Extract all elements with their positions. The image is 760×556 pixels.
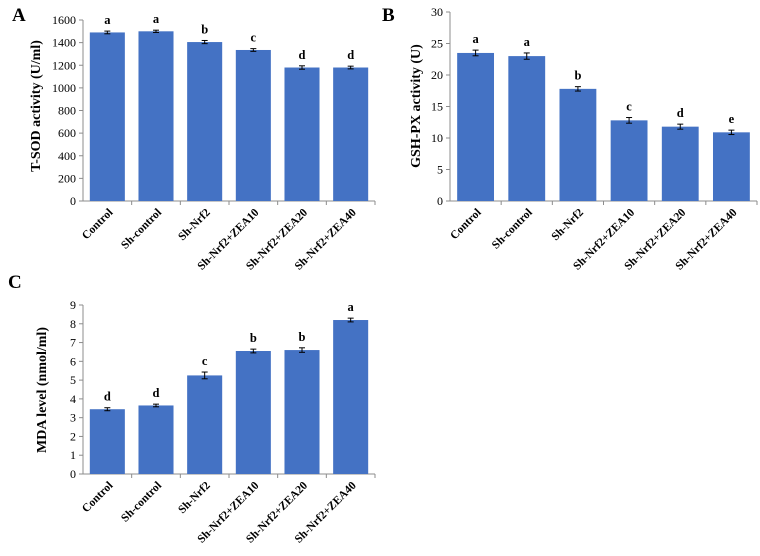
- x-tick-label-c-1: Sh-control: [119, 480, 164, 525]
- bar-c-5: [333, 320, 369, 474]
- y-tick-label-b-3: 15: [431, 100, 443, 114]
- bar-b-0: [457, 52, 495, 202]
- panel-letter-a: A: [12, 5, 26, 26]
- y-tick-label-c-5: 5: [70, 373, 76, 387]
- x-tick-label-b-1: Sh-control: [490, 207, 535, 252]
- bar-b-4: [661, 126, 699, 201]
- significance-label-c-5: a: [348, 300, 355, 314]
- y-tick-label-c-6: 6: [70, 354, 76, 368]
- bar-c-4: [284, 350, 320, 474]
- y-tick-label-c-9: 9: [70, 298, 76, 312]
- y-tick-label-c-2: 2: [70, 429, 76, 443]
- y-tick-label-a-2: 400: [58, 149, 76, 163]
- significance-label-c-4: b: [299, 330, 306, 344]
- significance-label-b-1: a: [524, 35, 531, 49]
- y-tick-label-c-1: 1: [70, 448, 76, 462]
- bar-a-0: [89, 32, 125, 201]
- bar-a-2: [187, 42, 223, 202]
- y-tick-label-c-4: 4: [70, 392, 76, 406]
- y-tick-label-a-8: 1600: [52, 13, 76, 27]
- panel-b-chart: B GSH-PX activity (U) 0 5 10 15 20 25 30 a Contr…: [382, 5, 758, 273]
- significance-label-c-3: b: [250, 331, 257, 345]
- significance-label-c-2: c: [202, 354, 208, 368]
- significance-label-a-2: b: [201, 22, 208, 36]
- bar-a-4: [284, 67, 320, 201]
- significance-label-b-5: e: [729, 112, 735, 126]
- significance-label-a-0: a: [104, 13, 111, 27]
- bar-a-1: [138, 31, 174, 201]
- y-axis-title-a: T-SOD activity (U/ml): [29, 40, 44, 172]
- significance-label-b-0: a: [472, 32, 479, 46]
- significance-label-a-5: d: [347, 48, 354, 62]
- significance-label-b-3: c: [626, 100, 632, 114]
- y-tick-label-c-3: 3: [70, 411, 76, 425]
- y-axis-title-b: GSH-PX activity (U): [409, 44, 424, 168]
- x-tick-label-b-2: Sh-Nrf2: [550, 206, 587, 243]
- panel-c-chart: C MDA level (nmol/ml) 0 1 2 3 4 5 6 7 8 9 d Control…: [8, 272, 376, 546]
- significance-label-a-4: d: [299, 48, 306, 62]
- x-tick-label-c-0: Control: [80, 480, 115, 515]
- x-tick-label-b-0: Control: [448, 207, 483, 242]
- bar-c-2: [187, 375, 223, 474]
- y-tick-label-c-7: 7: [70, 336, 76, 350]
- bar-c-3: [235, 351, 271, 474]
- x-tick-label-a-0: Control: [80, 207, 115, 242]
- bar-c-1: [138, 405, 174, 474]
- y-tick-label-c-0: 0: [70, 467, 76, 481]
- y-tick-label-b-1: 5: [437, 163, 443, 177]
- y-tick-label-b-2: 10: [431, 131, 443, 145]
- y-tick-label-b-0: 0: [437, 194, 443, 208]
- y-tick-label-a-4: 800: [58, 104, 76, 118]
- bar-a-3: [235, 49, 271, 202]
- y-tick-label-a-0: 0: [70, 194, 76, 208]
- y-axis-title-c: MDA level (nmol/ml): [35, 327, 50, 453]
- y-tick-label-a-6: 1200: [52, 58, 76, 72]
- y-tick-label-b-6: 30: [431, 5, 443, 19]
- y-tick-label-c-8: 8: [70, 317, 76, 331]
- significance-label-c-1: d: [153, 386, 160, 400]
- bar-b-3: [610, 120, 648, 201]
- y-tick-label-a-3: 600: [58, 126, 76, 140]
- bar-b-1: [508, 56, 546, 201]
- panel-letter-c: C: [8, 272, 22, 293]
- significance-label-a-3: c: [251, 31, 257, 45]
- y-tick-label-b-4: 20: [431, 68, 443, 82]
- bar-b-5: [712, 132, 750, 201]
- x-tick-label-a-1: Sh-control: [119, 207, 164, 252]
- significance-label-c-0: d: [104, 390, 111, 404]
- y-tick-label-a-5: 1000: [52, 81, 76, 95]
- x-tick-label-c-2: Sh-Nrf2: [176, 479, 213, 516]
- significance-label-a-1: a: [153, 12, 160, 26]
- significance-label-b-2: b: [574, 69, 581, 83]
- bar-c-0: [89, 409, 125, 474]
- significance-label-b-4: d: [677, 106, 684, 120]
- y-tick-label-a-7: 1400: [52, 36, 76, 50]
- panel-letter-b: B: [382, 5, 395, 26]
- panel-a-chart: A T-SOD activity (U/ml) 0 200 400 600 800 100…: [12, 5, 376, 273]
- y-tick-label-b-5: 25: [431, 37, 443, 51]
- y-tick-label-a-1: 200: [58, 171, 76, 185]
- x-tick-label-a-2: Sh-Nrf2: [176, 206, 213, 243]
- bar-b-2: [559, 88, 597, 201]
- bar-a-5: [333, 67, 369, 201]
